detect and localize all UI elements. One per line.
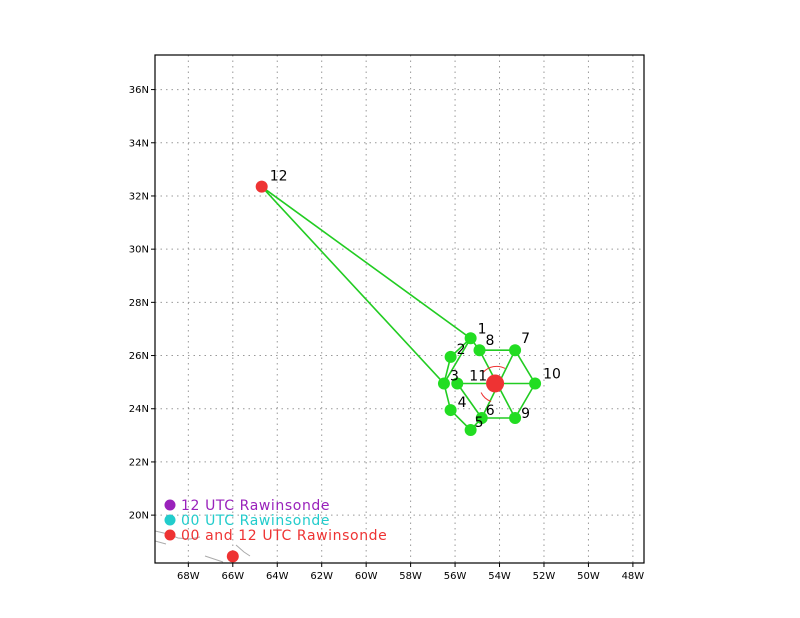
lat-tick-label: 30N [129,245,149,256]
track-line [456,383,483,419]
track-line [261,186,472,385]
lon-tick-label: 62W [310,571,333,582]
island-coastline [235,544,251,557]
sonde-label-2: 2 [457,342,466,358]
lat-tick-label: 36N [129,85,149,96]
sonde-label-8: 8 [486,333,495,349]
center-arc [482,365,506,373]
latitude-ticks: 20N 22N 24N 26N 28N 30N 32N 34N 36N [129,85,155,522]
lon-tick-label: 50W [577,571,600,582]
longitude-ticks: 68W 66W 64W 62W 60W 58W 56W 54W 52W 50W 48W [177,563,644,582]
lat-tick-label: 26N [129,351,149,362]
sonde-point-6 [475,412,488,425]
lon-tick-label: 68W [177,571,200,582]
sonde-point-11 [451,377,464,390]
legend-marker [164,529,176,541]
sonde-label-5: 5 [475,415,484,431]
lon-tick-label: 54W [488,571,511,582]
sonde-point-5 [464,424,477,437]
plot-frame [154,54,645,564]
sonde-point-8 [473,344,486,357]
lat-tick-label: 20N [129,511,149,522]
lon-tick-label: 48W [622,571,645,582]
sonde-label-4: 4 [458,395,467,411]
sonde-label-9: 9 [521,406,530,422]
legend-marker [164,499,176,511]
lat-tick-label: 28N [129,298,149,309]
sonde-label-12: 12 [270,169,288,185]
sonde-points [226,180,542,563]
lon-tick-label: 60W [355,571,378,582]
sonde-point-4 [444,404,457,417]
sonde-point-3 [437,377,450,390]
sonde-point-7 [509,344,522,357]
sonde-point-1 [464,332,477,345]
lon-tick-label: 66W [221,571,244,582]
sonde-label-6: 6 [486,403,495,419]
point-station [226,550,239,563]
sonde-point-9 [509,412,522,425]
center-arc [480,392,492,402]
land-outline [155,530,251,563]
sonde-label-10: 10 [543,366,561,382]
point-center [486,374,505,393]
lat-tick-label: 34N [129,138,149,149]
sonde-point-10 [529,377,542,390]
sonde-label-3: 3 [450,368,459,384]
legend-marker [164,514,176,526]
legend-label: 12 UTC Rawinsonde [181,498,330,514]
lat-tick-label: 32N [129,191,149,202]
lon-tick-label: 56W [444,571,467,582]
sonde-label-7: 7 [521,331,530,347]
sonde-tracks [261,186,537,432]
lon-tick-label: 58W [399,571,422,582]
lon-tick-label: 64W [266,571,289,582]
sonde-label-1: 1 [478,321,487,337]
point-12 [255,180,268,193]
lat-tick-label: 24N [129,404,149,415]
lat-tick-label: 22N [129,457,149,468]
puerto-rico-coastline [155,530,224,563]
lon-tick-label: 52W [533,571,556,582]
sonde-label-11: 11 [469,368,487,384]
legend-label: 00 and 12 UTC Rawinsonde [181,528,387,544]
center-circle-arcs [480,365,506,402]
map-grid [155,55,644,563]
legend-label: 00 UTC Rawinsonde [181,513,330,529]
sonde-point-2 [444,350,457,363]
